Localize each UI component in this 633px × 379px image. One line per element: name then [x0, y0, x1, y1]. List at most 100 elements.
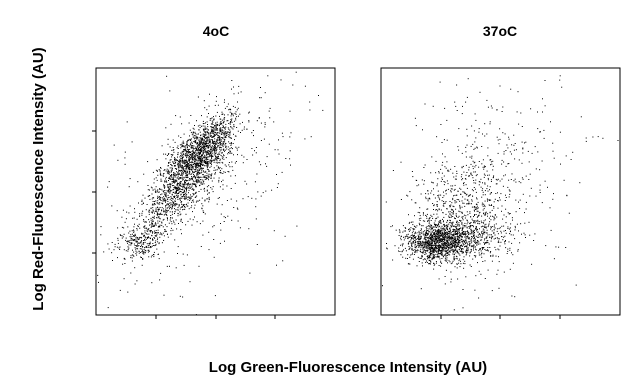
scatter-point [173, 179, 175, 181]
scatter-point [188, 189, 190, 191]
scatter-point [184, 161, 186, 163]
scatter-point [473, 187, 475, 188]
scatter-point [196, 138, 198, 140]
scatter-point [240, 91, 242, 93]
scatter-point [472, 245, 473, 247]
scatter-point [425, 230, 427, 232]
scatter-point [186, 164, 188, 166]
scatter-point [204, 178, 206, 180]
scatter-point [206, 164, 208, 166]
scatter-point [450, 239, 452, 241]
scatter-point [208, 156, 210, 158]
scatter-point [180, 174, 182, 176]
scatter-point [474, 220, 476, 222]
scatter-point [443, 233, 445, 235]
scatter-point [459, 266, 461, 268]
scatter-point [199, 141, 200, 143]
scatter-point [455, 242, 457, 243]
scatter-point [495, 237, 496, 239]
scatter-point [131, 233, 133, 235]
scatter-point [432, 244, 434, 246]
scatter-point [185, 150, 187, 151]
scatter-point [252, 130, 254, 131]
scatter-point [211, 150, 213, 152]
scatter-point [210, 160, 212, 162]
scatter-point [445, 251, 446, 253]
scatter-point [190, 157, 192, 159]
scatter-point [462, 226, 464, 228]
scatter-point [188, 156, 190, 158]
scatter-point [136, 280, 138, 282]
scatter-point [458, 236, 459, 238]
scatter-point [202, 159, 204, 161]
scatter-point [309, 109, 311, 111]
scatter-point [135, 250, 137, 252]
scatter-point [187, 184, 189, 186]
scatter-point [424, 235, 426, 236]
scatter-point [201, 208, 203, 210]
scatter-point [420, 230, 422, 231]
scatter-point [457, 239, 459, 241]
scatter-point [200, 159, 201, 161]
scatter-point [448, 245, 450, 246]
scatter-point [471, 233, 473, 235]
scatter-point [158, 258, 160, 260]
scatter-point [219, 151, 221, 153]
scatter-point [466, 246, 468, 248]
scatter-point [125, 250, 127, 252]
scatter-point [501, 236, 503, 238]
scatter-point [440, 209, 442, 211]
scatter-point [206, 160, 208, 162]
scatter-point [436, 256, 438, 258]
scatter-point [218, 152, 220, 154]
scatter-point [187, 171, 189, 173]
scatter-point [437, 245, 439, 247]
scatter-point [157, 213, 158, 215]
scatter-point [174, 200, 176, 202]
scatter-point [453, 242, 455, 244]
scatter-point [440, 168, 442, 170]
scatter-point [179, 185, 181, 187]
scatter-point [446, 224, 448, 226]
scatter-point [161, 234, 163, 236]
scatter-point [447, 183, 449, 185]
scatter-point [227, 215, 229, 217]
scatter-point [486, 237, 488, 239]
scatter-point [205, 143, 207, 145]
scatter-point [198, 180, 200, 182]
scatter-point [146, 230, 148, 232]
scatter-point [180, 189, 182, 190]
scatter-point [195, 164, 197, 166]
scatter-point [173, 191, 175, 193]
scatter-point [423, 241, 425, 243]
scatter-point [213, 126, 215, 128]
scatter-point [209, 155, 211, 157]
scatter-point [195, 147, 196, 149]
scatter-point [150, 186, 152, 188]
scatter-point [417, 249, 418, 251]
scatter-point [260, 140, 262, 141]
panel-4c: 4oC [92, 23, 336, 319]
scatter-point [470, 239, 472, 241]
scatter-point [212, 130, 214, 132]
scatter-point [494, 218, 496, 220]
scatter-point [159, 279, 161, 281]
scatter-point [478, 161, 480, 162]
scatter-point [196, 179, 198, 181]
scatter-point [465, 194, 467, 196]
scatter-point [168, 190, 170, 191]
scatter-point [440, 235, 442, 237]
scatter-point [150, 256, 152, 258]
scatter-point [469, 255, 471, 257]
scatter-point [124, 221, 126, 223]
scatter-point [462, 165, 464, 167]
scatter-point [152, 201, 154, 202]
scatter-point [430, 220, 432, 221]
scatter-point [237, 220, 239, 222]
scatter-point [433, 213, 435, 215]
scatter-point [181, 158, 183, 160]
scatter-point [186, 173, 188, 175]
scatter-point [304, 138, 306, 140]
scatter-point [153, 245, 155, 246]
scatter-point [215, 143, 217, 145]
